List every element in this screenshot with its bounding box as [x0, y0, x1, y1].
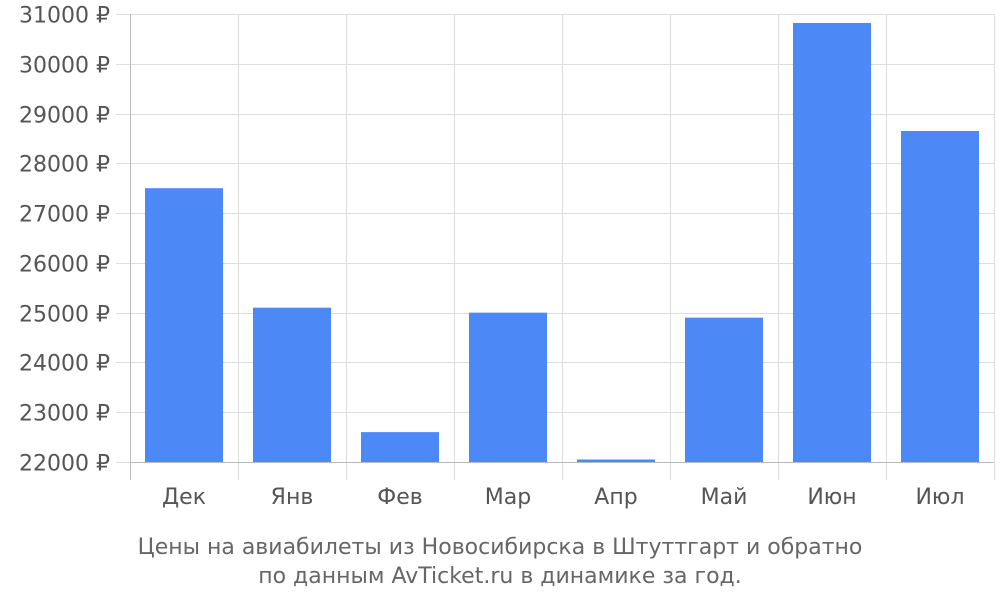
- y-tick-label: 30000 ₽: [19, 54, 110, 79]
- bar-6: [685, 317, 763, 462]
- bar-4: [469, 312, 547, 462]
- y-tick-label: 26000 ₽: [19, 253, 110, 278]
- labels: 22000 ₽ 23000 ₽ 24000 ₽ 25000 ₽ 26000 ₽ 27000…: [19, 4, 965, 511]
- x-tick-label: Фев: [377, 485, 422, 510]
- x-tick-label: Июн: [807, 485, 856, 510]
- y-tick-label: 27000 ₽: [19, 203, 110, 228]
- y-tick-label: 28000 ₽: [19, 153, 110, 178]
- axes: [130, 14, 994, 480]
- caption-line-2: по данным AvTicket.ru в динамике за год.: [258, 564, 742, 589]
- chart-caption: Цены на авиабилеты из Новосибирска в Шту…: [0, 533, 1000, 591]
- y-tick-label: 24000 ₽: [19, 352, 110, 377]
- bar-chart: 22000 ₽ 23000 ₽ 24000 ₽ 25000 ₽ 26000 ₽ 27000…: [19, 4, 995, 511]
- y-tick-label: 22000 ₽: [19, 452, 110, 477]
- x-tick-label: Мар: [485, 485, 531, 510]
- y-tick-label: 31000 ₽: [19, 4, 110, 29]
- y-tick-label: 23000 ₽: [19, 402, 110, 427]
- caption-line-1: Цены на авиабилеты из Новосибирска в Шту…: [137, 535, 863, 560]
- x-tick-label: Июл: [915, 485, 964, 510]
- x-tick-label: Апр: [594, 485, 637, 510]
- y-tick-label: 25000 ₽: [19, 303, 110, 328]
- bar-7: [793, 22, 871, 463]
- bar-3: [361, 432, 439, 462]
- bar-1: [145, 188, 223, 462]
- bar-8: [901, 130, 979, 462]
- bar-2: [253, 307, 331, 462]
- x-tick-label: Дек: [162, 485, 206, 510]
- x-tick-label: Янв: [271, 485, 314, 510]
- bar-5: [577, 459, 655, 462]
- x-tick-label: Май: [701, 485, 748, 510]
- y-tick-label: 29000 ₽: [19, 104, 110, 129]
- bars: [145, 22, 979, 463]
